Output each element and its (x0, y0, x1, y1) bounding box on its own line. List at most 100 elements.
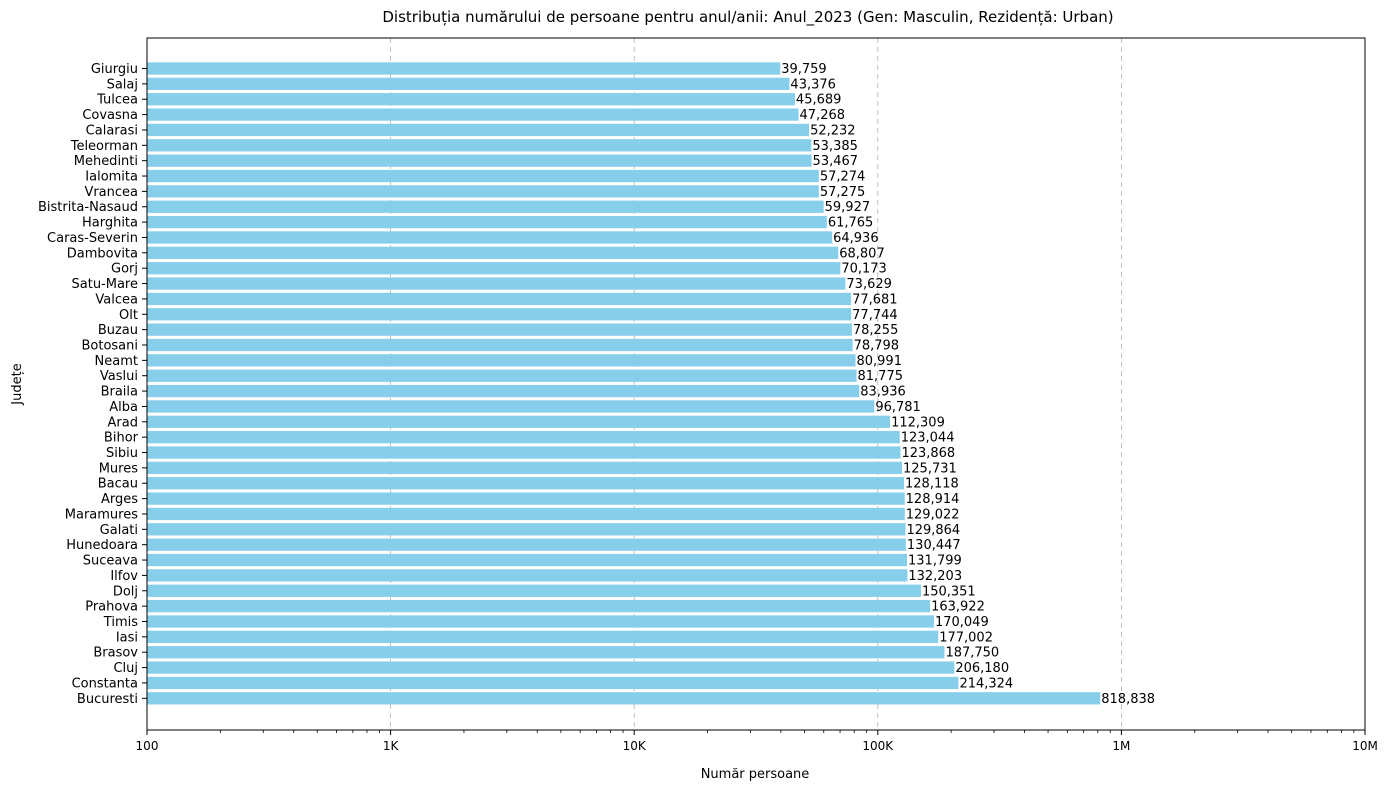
x-tick-label: 100K (862, 739, 894, 753)
y-tick-label: Brasov (93, 646, 138, 661)
bar (147, 446, 901, 459)
y-tick-label: Maramures (65, 507, 138, 522)
bar (147, 139, 812, 152)
y-tick-label: Salaj (107, 77, 138, 92)
y-tick-label: Calarasi (86, 123, 138, 138)
y-tick-label: Mures (99, 461, 139, 476)
bar (147, 338, 853, 352)
y-tick-label: Valcea (95, 292, 138, 307)
y-axis: GiurgiuSalajTulceaCovasnaCalarasiTeleorm… (38, 62, 147, 707)
bar (147, 215, 827, 229)
bar (147, 323, 852, 336)
y-tick-label: Covasna (82, 108, 138, 123)
bar-value-label: 130,447 (907, 538, 961, 553)
bar-value-label: 112,309 (891, 415, 945, 430)
bar (147, 154, 812, 167)
y-tick-label: Arges (101, 492, 138, 507)
y-tick-label: Neamt (95, 354, 138, 369)
bar (147, 369, 857, 382)
bar-value-label: 123,044 (901, 431, 955, 446)
bar-value-label: 57,275 (820, 185, 866, 200)
bar-value-label: 77,744 (852, 308, 898, 323)
y-tick-label: Dolj (113, 584, 138, 599)
y-tick-label: Vrancea (84, 185, 138, 200)
bar-value-label: 78,798 (854, 338, 900, 353)
bar-value-label: 128,914 (906, 492, 960, 507)
bar (147, 77, 790, 91)
bar (147, 262, 841, 275)
bar (147, 615, 934, 628)
bar-value-label: 47,268 (800, 108, 846, 123)
x-tick-label: 10M (1352, 739, 1378, 753)
bar (147, 507, 905, 521)
bar (147, 354, 856, 367)
bar (147, 246, 839, 259)
bar-value-label: 53,467 (813, 154, 859, 169)
bar (147, 308, 852, 321)
y-tick-label: Bacau (98, 477, 138, 492)
bar-value-label: 206,180 (955, 661, 1009, 676)
bar (147, 523, 906, 536)
x-tick-label: 10K (623, 739, 647, 753)
bar (147, 461, 903, 475)
y-tick-label: Giurgiu (91, 62, 138, 77)
bar-value-label: 170,049 (935, 615, 989, 630)
bar (147, 415, 891, 428)
bar (147, 169, 819, 183)
y-tick-label: Satu-Mare (72, 277, 139, 292)
bar (147, 200, 824, 213)
bar (147, 661, 955, 674)
bar (147, 599, 931, 613)
y-tick-label: Buzau (98, 323, 138, 338)
bar-value-label: 80,991 (856, 354, 902, 369)
bar (147, 692, 1101, 705)
y-tick-label: Bistrita-Nasaud (38, 200, 138, 215)
x-axis: 100 1K 10K 100K 1M 10M (136, 730, 1378, 753)
bar-value-label: 123,868 (901, 446, 955, 461)
bar-value-label: 129,022 (906, 507, 960, 522)
y-tick-label: Hunedoara (66, 538, 138, 553)
x-axis-label: Număr persoane (701, 767, 810, 782)
bar (147, 492, 905, 505)
y-tick-label: Prahova (85, 600, 138, 615)
y-tick-label: Cluj (113, 661, 138, 676)
x-tick-label: 1M (1112, 739, 1130, 753)
bar (147, 646, 945, 659)
y-tick-label: Timis (103, 615, 138, 630)
y-tick-label: Botosani (81, 338, 138, 353)
y-tick-label: Bucuresti (77, 692, 138, 707)
bar (147, 400, 875, 413)
bar (147, 384, 860, 398)
bar (147, 123, 810, 137)
bar-value-label: 59,927 (825, 200, 871, 215)
value-labels-group: 39,75943,37645,68947,26852,23253,38553,4… (781, 62, 1155, 707)
y-tick-label: Alba (109, 400, 138, 415)
bar-value-label: 52,232 (810, 123, 856, 138)
chart-title: Distribuția numărului de persoane pentru… (382, 8, 1113, 27)
bar-value-label: 187,750 (945, 646, 999, 661)
bar (147, 477, 905, 490)
y-tick-label: Tulcea (96, 93, 138, 108)
bar (147, 431, 900, 444)
x-tick-label: 1K (383, 739, 400, 753)
x-tick-label: 100 (136, 739, 159, 753)
bar (147, 676, 959, 690)
bar-value-label: 125,731 (903, 461, 957, 476)
y-tick-label: Harghita (82, 216, 138, 231)
y-tick-label: Bihor (104, 431, 139, 446)
bars-group (147, 62, 1101, 705)
y-tick-label: Teleorman (70, 139, 138, 154)
y-tick-label: Constanta (72, 676, 138, 691)
y-tick-label: Ilfov (110, 569, 138, 584)
bar-value-label: 96,781 (875, 400, 921, 415)
bar-value-label: 61,765 (828, 216, 874, 231)
bar-value-label: 214,324 (959, 676, 1013, 691)
bar (147, 292, 852, 306)
bar-value-label: 131,799 (908, 554, 962, 569)
bar-value-label: 73,629 (846, 277, 892, 292)
y-tick-label: Dambovita (67, 246, 138, 261)
y-tick-label: Caras-Severin (47, 231, 138, 246)
bar-value-label: 78,255 (853, 323, 899, 338)
bar (147, 538, 906, 551)
bar (147, 62, 781, 75)
